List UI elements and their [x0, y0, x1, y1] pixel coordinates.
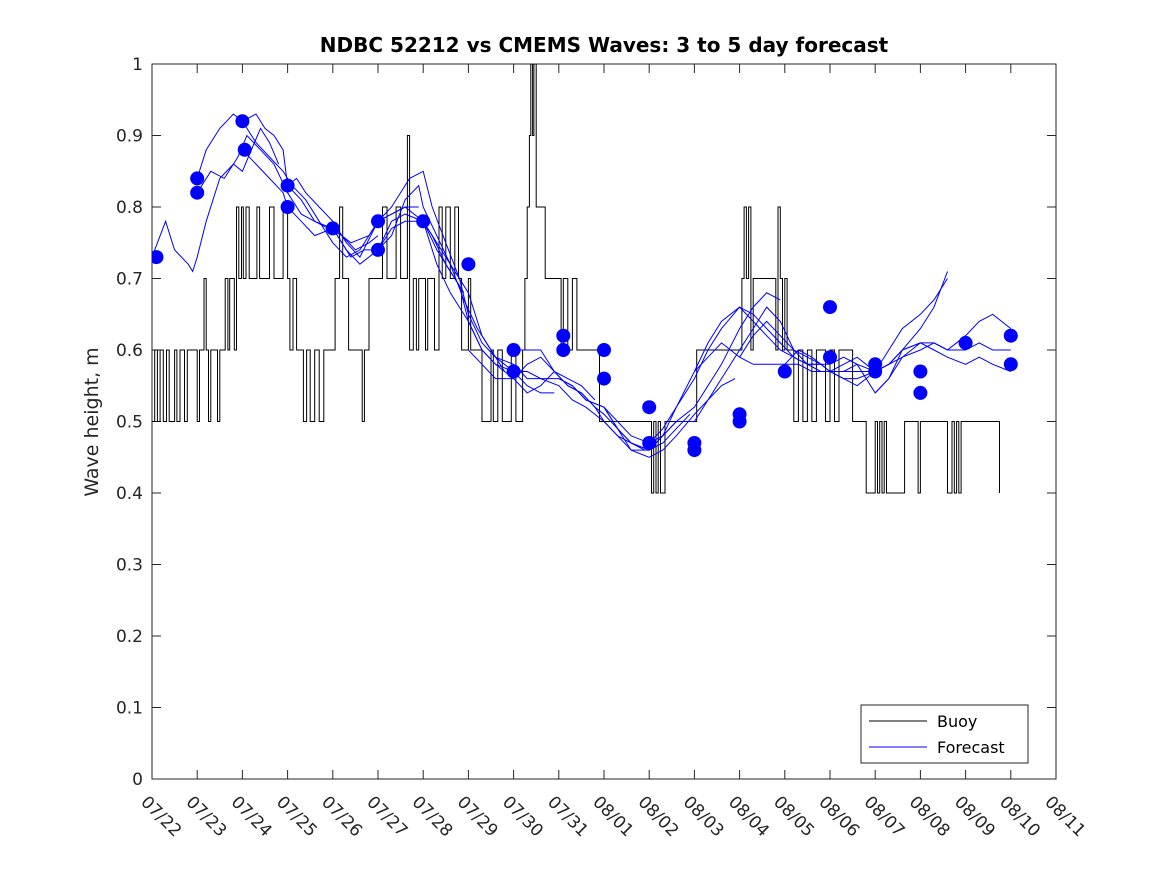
y-axis-label: Wave height, m	[81, 347, 103, 496]
y-tick-label: 0.6	[116, 341, 143, 361]
y-tick-label: 0	[132, 770, 143, 790]
forecast-marker	[732, 414, 747, 429]
forecast-marker	[237, 142, 252, 157]
forecast-marker	[506, 364, 521, 379]
y-tick-label: 0.3	[116, 556, 143, 576]
forecast-marker	[1003, 357, 1018, 372]
forecast-marker	[913, 364, 928, 379]
y-tick-label: 0.9	[116, 127, 143, 147]
forecast-marker	[280, 178, 295, 193]
forecast-marker	[777, 364, 792, 379]
forecast-series-line	[784, 342, 1011, 380]
legend-label-forecast: Forecast	[937, 738, 1005, 757]
forecast-marker	[190, 185, 205, 200]
forecast-marker	[913, 385, 928, 400]
forecast-marker	[1003, 328, 1018, 343]
forecast-series-line	[830, 313, 1012, 372]
forecast-marker	[597, 343, 611, 357]
forecast-marker	[868, 364, 883, 379]
forecast-marker	[506, 343, 521, 357]
forecast-marker	[152, 250, 164, 265]
forecast-series-line	[196, 134, 379, 251]
y-tick-label: 0.8	[116, 198, 143, 218]
forecast-marker	[371, 242, 385, 257]
forecast-series-line	[152, 127, 280, 273]
data-layer	[152, 64, 1018, 494]
forecast-marker	[597, 371, 611, 386]
y-tick-label: 0.4	[116, 484, 143, 504]
forecast-marker	[823, 350, 837, 365]
forecast-marker	[642, 400, 657, 415]
forecast-series-line	[287, 170, 555, 394]
legend: Buoy Forecast	[860, 704, 1029, 764]
forecast-marker	[416, 214, 431, 229]
forecast-marker	[823, 300, 837, 315]
forecast-marker	[280, 200, 295, 214]
forecast-marker	[325, 221, 340, 236]
forecast-marker	[642, 436, 657, 450]
forecast-marker	[235, 114, 250, 129]
forecast-marker	[371, 214, 385, 229]
forecast-series-line	[874, 342, 1011, 394]
y-tick-label: 0.2	[116, 627, 143, 647]
legend-label-buoy: Buoy	[937, 712, 977, 731]
forecast-marker	[556, 328, 571, 343]
forecast-series-line	[739, 271, 948, 394]
y-tick-label: 0.5	[116, 413, 143, 433]
forecast-marker	[461, 257, 476, 272]
legend-box	[860, 704, 1029, 764]
chart-title: NDBC 52212 vs CMEMS Waves: 3 to 5 day fo…	[320, 33, 889, 57]
forecast-marker	[958, 335, 973, 350]
forecast-series-line	[513, 292, 781, 451]
y-tick-label: 0.1	[116, 699, 143, 719]
forecast-marker	[190, 171, 205, 186]
forecast-marker	[687, 443, 702, 458]
y-tick-label: 0.7	[116, 270, 143, 290]
y-tick-label: 1	[132, 55, 143, 75]
forecast-marker	[556, 343, 571, 357]
